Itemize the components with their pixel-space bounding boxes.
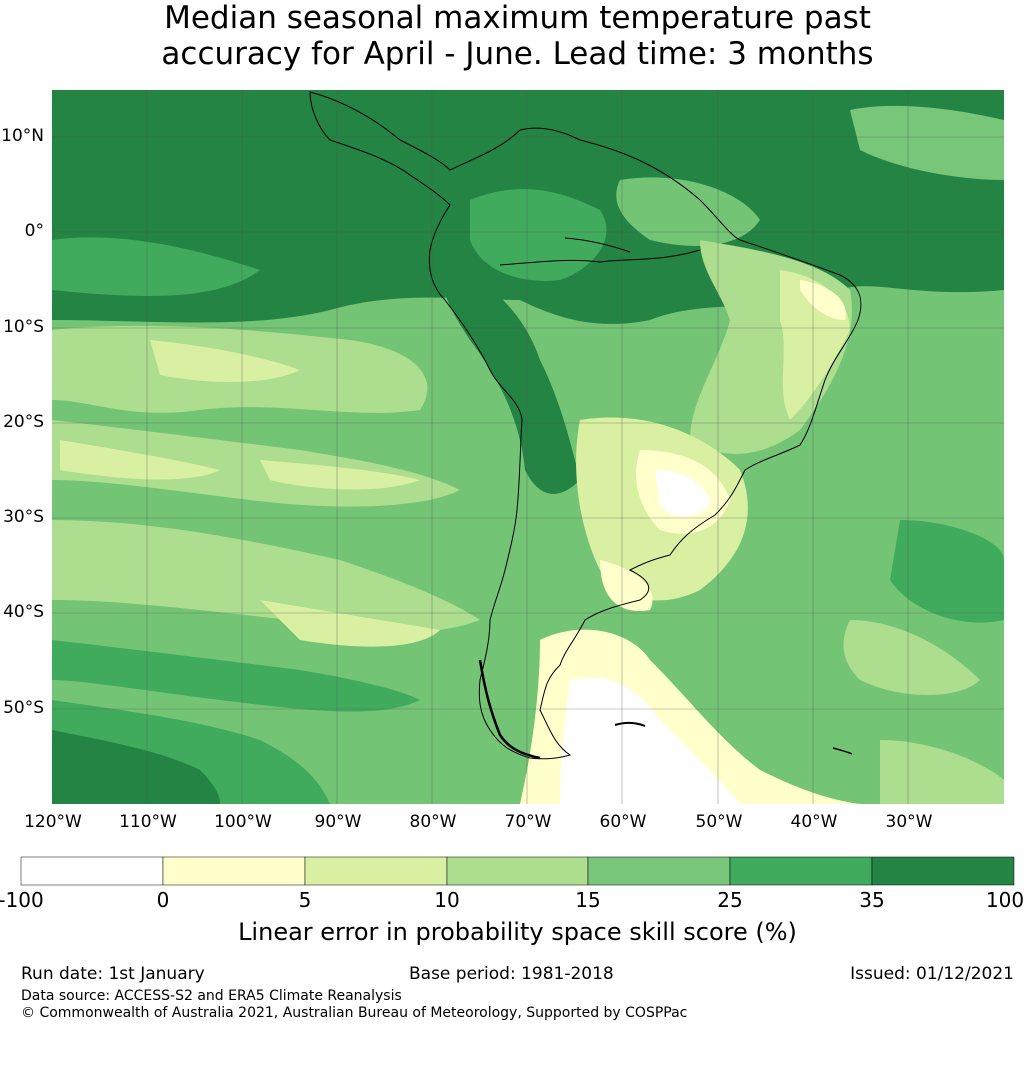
lon-label-70w: 70°W: [504, 812, 552, 832]
lon-label-100w: 100°W: [214, 812, 272, 832]
colorbar-tick-100: 100: [985, 888, 1025, 912]
colorbar-tick-10: 10: [434, 888, 460, 912]
skill-score-field: [52, 90, 1004, 804]
colorbar-tick--100: -100: [0, 888, 44, 912]
run-date: Run date: 1st January: [21, 964, 205, 984]
data-source: Data source: ACCESS-S2 and ERA5 Climate …: [21, 988, 402, 1004]
colorbar: [20, 856, 1015, 886]
colorbar-tick-15: 15: [575, 888, 601, 912]
chart-title: Median seasonal maximum temperature past…: [0, 0, 1035, 72]
lat-label-20s: 20°S: [3, 412, 44, 432]
lat-label-10n: 10°N: [1, 126, 44, 146]
colorbar-segment-6: [729, 856, 873, 886]
lon-label-50w: 50°W: [695, 812, 743, 832]
colorbar-segment-7: [871, 856, 1015, 886]
colorbar-label: Linear error in probability space skill …: [238, 918, 797, 946]
colorbar-tick-5: 5: [298, 888, 312, 912]
title-line-2: accuracy for April - June. Lead time: 3 …: [161, 36, 874, 72]
copyright: © Commonwealth of Australia 2021, Austra…: [21, 1005, 688, 1021]
colorbar-segment-5: [587, 856, 731, 886]
lat-label-50s: 50°S: [3, 698, 44, 718]
lon-label-120w: 120°W: [24, 812, 82, 832]
colorbar-tick-0: 0: [156, 888, 170, 912]
colorbar-segment-2: [162, 856, 306, 886]
lat-label-0: 0°: [24, 221, 44, 241]
lon-label-110w: 110°W: [119, 812, 177, 832]
colorbar-segment-3: [304, 856, 448, 886]
lat-label-30s: 30°S: [3, 507, 44, 527]
lon-label-60w: 60°W: [599, 812, 647, 832]
colorbar-segment-1: [20, 856, 164, 886]
colorbar-tick-25: 25: [717, 888, 743, 912]
gridlines: [52, 90, 1004, 804]
lon-label-90w: 90°W: [314, 812, 362, 832]
issued-date: Issued: 01/12/2021: [850, 964, 1014, 984]
lon-label-30w: 30°W: [885, 812, 933, 832]
title-line-1: Median seasonal maximum temperature past: [164, 0, 871, 36]
lon-label-80w: 80°W: [409, 812, 457, 832]
colorbar-tick-35: 35: [859, 888, 885, 912]
lat-label-40s: 40°S: [3, 602, 44, 622]
colorbar-segment-4: [446, 856, 589, 886]
lat-label-10s: 10°S: [3, 317, 44, 337]
base-period: Base period: 1981-2018: [409, 964, 614, 984]
lon-label-40w: 40°W: [790, 812, 838, 832]
